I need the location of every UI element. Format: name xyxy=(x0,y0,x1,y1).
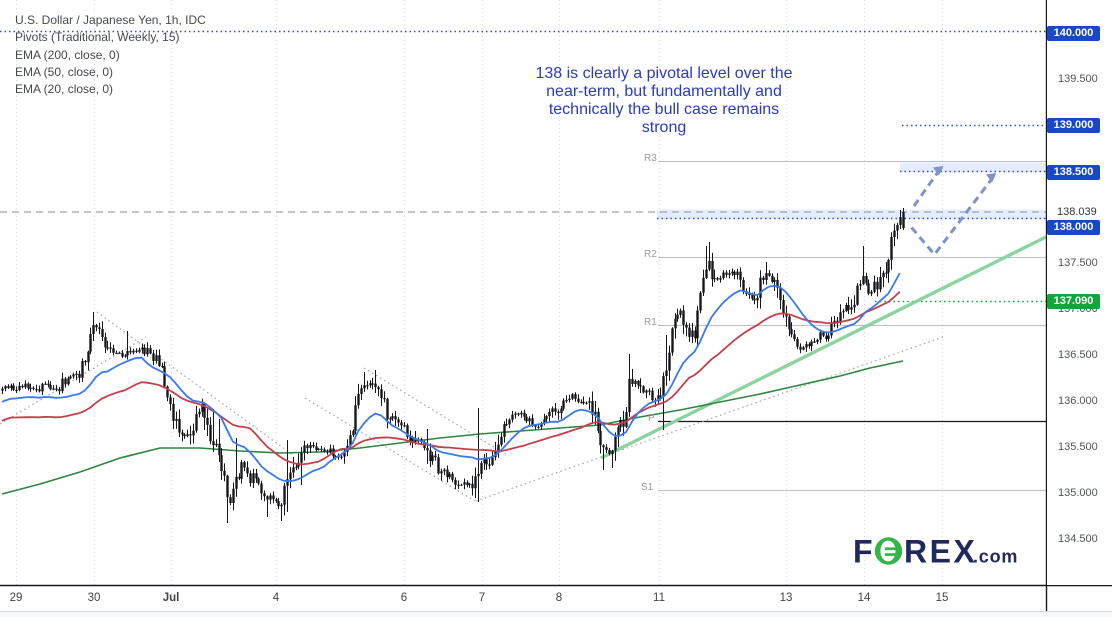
svg-text:REX: REX xyxy=(904,534,977,570)
svg-text:F: F xyxy=(853,534,873,570)
svg-text:.com: .com xyxy=(973,547,1018,567)
